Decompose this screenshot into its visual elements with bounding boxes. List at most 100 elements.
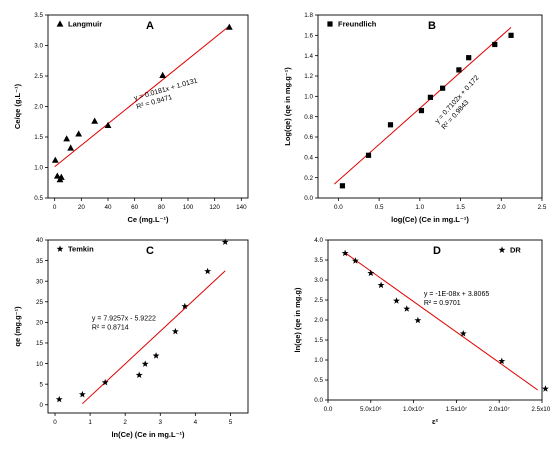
data-point (440, 85, 446, 91)
y-tick-label: 1.8 (304, 12, 313, 19)
data-point (403, 305, 411, 312)
data-point (53, 172, 61, 179)
legend-label: DR (510, 246, 521, 255)
data-point (55, 395, 63, 403)
data-point (492, 41, 498, 48)
x-tick-label: 0 (53, 204, 57, 211)
data-point (51, 156, 59, 163)
x-tick-label: 1.5 (456, 204, 465, 211)
y-tick-label: 1.2 (304, 73, 313, 80)
y-axis-title: qe (mg.g⁻¹) (13, 306, 22, 347)
x-tick-label: 2.0 (497, 204, 506, 211)
x-tick-label: 3 (159, 419, 163, 426)
data-point (75, 130, 83, 137)
data-point (351, 257, 359, 264)
x-tick-label: 2.0x10⁷ (489, 406, 511, 413)
x-axis-title: log(Ce) (Ce in mg.L⁻¹) (391, 215, 469, 224)
data-point (393, 297, 400, 304)
data-point (63, 135, 71, 142)
data-point (508, 32, 514, 38)
x-axis-title: Ce (mg.L⁻¹) (127, 215, 169, 224)
x-tick-label: 100 (183, 204, 194, 211)
x-tick-label: 1.0x10⁷ (403, 406, 425, 413)
panel-a-langmuir: 0 20 40 60 80 100 120 140 0.5 1.0 1.5 2.0 2.5 3.0 3.5 C… (13, 12, 249, 224)
x-tick-label: 140 (236, 204, 247, 211)
y-tick-label: 0.6 (304, 134, 313, 141)
x-tick-label: 5.0x10⁶ (360, 406, 382, 413)
y-tick-label: 0.8 (304, 114, 313, 121)
r-squared-line: R² = 0.9701 (424, 300, 461, 307)
data-point (101, 378, 109, 386)
legend-label: Langmuir (68, 20, 102, 29)
y-tick-label: 5 (39, 381, 43, 388)
x-tick-label: 4 (194, 419, 198, 426)
legend-marker (56, 20, 64, 27)
data-point (67, 144, 75, 151)
y-tick-label: 0.0 (304, 195, 313, 202)
y-tick-label: 25 (36, 299, 44, 306)
y-tick-label: 0.0 (314, 397, 323, 404)
trend-line (333, 27, 512, 185)
data-point (387, 122, 394, 128)
x-tick-label: 1 (88, 419, 92, 426)
x-tick-label: 1.5x10⁷ (446, 406, 468, 413)
x-tick-label: 0.0 (334, 204, 343, 211)
data-point (104, 121, 112, 129)
x-tick-label: 2.5x10⁷ (531, 406, 550, 413)
x-axis-title: ln(Ce) (Ce in mg.L⁻¹) (111, 430, 185, 439)
legend-marker (498, 246, 506, 253)
data-point (498, 357, 506, 365)
data-point (57, 173, 65, 180)
y-tick-label: 30 (36, 278, 44, 285)
y-tick-label: 2.0 (314, 317, 323, 324)
y-tick-label: 4.0 (314, 237, 323, 244)
equation-text: y = -1E-08x + 3.8065 R² = 0.9701 (424, 291, 489, 307)
y-tick-label: 1.6 (304, 33, 313, 40)
y-tick-label: 3.5 (314, 257, 323, 264)
data-point (221, 238, 229, 245)
y-axis-title: Ce/qe (g.L⁻¹) (13, 83, 22, 129)
data-point (171, 327, 179, 335)
data-point (466, 55, 472, 61)
data-point (418, 107, 425, 114)
x-tick-label: 0.5 (375, 204, 384, 211)
r-squared-line: R² = 0.8714 (92, 324, 129, 331)
data-point (141, 360, 149, 367)
y-tick-label: 3.0 (314, 277, 323, 284)
panel-label: D (433, 245, 441, 257)
y-tick-label: 2.5 (34, 73, 43, 80)
trend-line (344, 252, 539, 391)
data-point (225, 23, 233, 30)
x-tick-label: 40 (104, 204, 112, 211)
y-tick-label: 1.4 (304, 53, 313, 60)
equation-line: y = -1E-08x + 3.8065 (424, 291, 489, 298)
data-point (78, 390, 86, 398)
y-tick-label: 0 (39, 402, 43, 409)
data-point (414, 316, 422, 324)
data-point (367, 269, 375, 277)
x-tick-label: 1.0 (415, 204, 424, 211)
y-tick-label: 1.0 (304, 94, 313, 101)
legend-label: Freundlich (338, 20, 377, 29)
legend-marker (56, 245, 64, 252)
legend-marker (327, 21, 333, 27)
y-tick-label: 2.5 (314, 297, 323, 304)
x-tick-label: 0.0 (324, 406, 333, 413)
data-point (456, 67, 462, 73)
x-tick-label: 20 (78, 204, 86, 211)
panel-d-dubinin-radushkevich: 0.0 5.0x10⁶ 1.0x10⁷ 1.5x10⁷ 2.0x10⁷ 2.5x10⁷ 0.… (293, 237, 550, 426)
y-axis-title: Log(qe) (qe in mg.g⁻¹) (283, 67, 292, 146)
y-tick-label: 0.2 (304, 175, 313, 182)
y-tick-label: 1.5 (314, 337, 323, 344)
data-point (204, 267, 212, 275)
y-axis-title: ln(qe) (qe in mg.g) (293, 287, 302, 352)
y-tick-label: 1.0 (314, 357, 323, 364)
y-tick-label: 1.5 (34, 134, 43, 141)
panel-c-temkin: 0 1 2 3 4 5 0 5 10 15 20 25 30 35 40 ln(Ce) (Ce in mg.L… (13, 237, 249, 439)
y-tick-label: 1.0 (34, 165, 43, 172)
data-point (377, 281, 385, 289)
data-point (152, 352, 160, 359)
